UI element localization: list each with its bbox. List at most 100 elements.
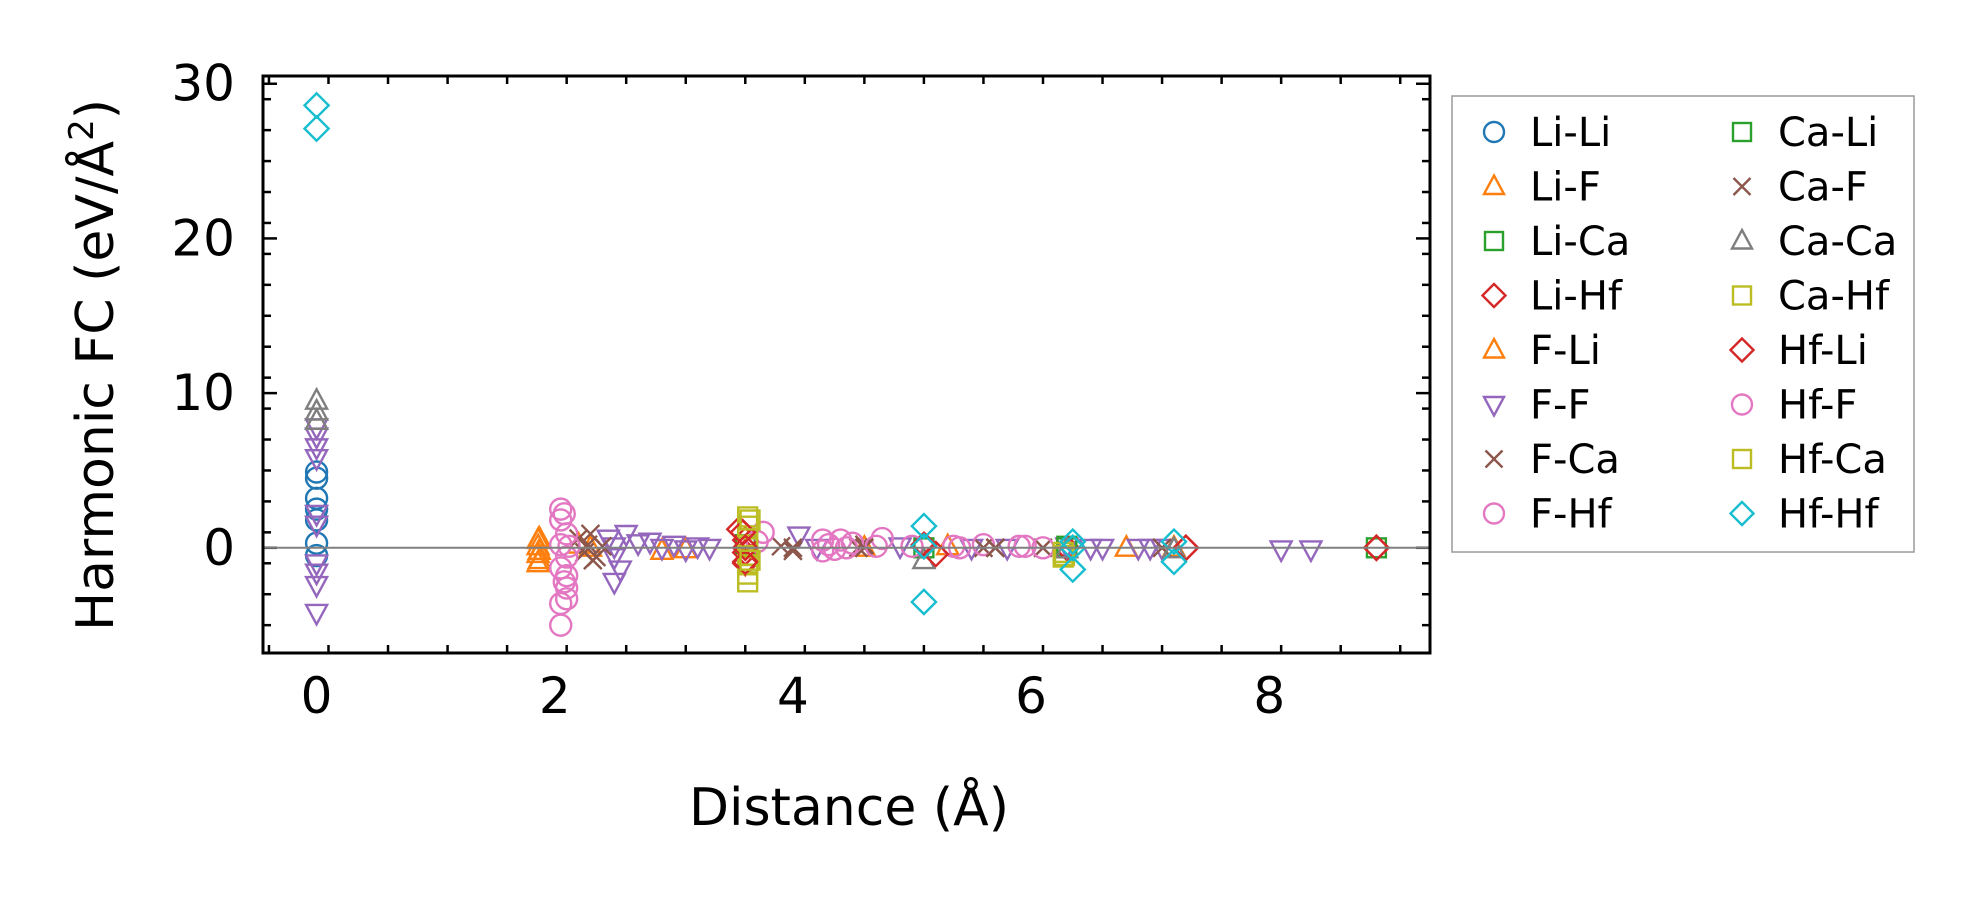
series-f-f bbox=[304, 418, 1324, 627]
data-point bbox=[637, 532, 663, 556]
legend-label: Hf-Hf bbox=[1778, 492, 1879, 538]
legend-marker bbox=[1731, 121, 1753, 143]
data-point bbox=[549, 508, 573, 532]
data-point bbox=[1078, 538, 1104, 562]
data-point bbox=[673, 540, 699, 564]
legend-marker bbox=[1731, 448, 1753, 470]
data-point bbox=[739, 549, 761, 571]
data-point bbox=[304, 515, 330, 539]
data-point bbox=[910, 512, 938, 540]
data-point bbox=[1137, 538, 1163, 562]
data-point bbox=[900, 534, 924, 558]
data-point bbox=[304, 575, 330, 600]
legend-marker bbox=[1482, 502, 1506, 525]
data-point bbox=[625, 534, 651, 558]
y-tick-label: 30 bbox=[171, 55, 235, 113]
data-point bbox=[1298, 540, 1324, 564]
data-point bbox=[304, 603, 330, 627]
plot-frame bbox=[261, 74, 1432, 655]
data-point bbox=[731, 547, 760, 576]
data-point bbox=[554, 587, 579, 611]
legend-entry: Li-Hf bbox=[1480, 274, 1623, 320]
legend: Li-Li Li-F Li-Ca Li-Hf F-Li F-F F-Ca F-Hf Ca-Li C… bbox=[1451, 95, 1915, 553]
data-point bbox=[959, 538, 985, 562]
data-point bbox=[578, 534, 598, 555]
legend-entry: Hf-Li bbox=[1728, 328, 1868, 374]
y-axis-label-main: Harmonic FC (eV/Å bbox=[64, 140, 126, 631]
legend-marker bbox=[1483, 230, 1505, 252]
series-f-hf bbox=[549, 497, 1055, 637]
legend-marker bbox=[1484, 449, 1504, 469]
legend-entry: F-Li bbox=[1481, 328, 1601, 374]
data-point bbox=[304, 531, 329, 555]
data-point bbox=[557, 534, 581, 558]
data-point bbox=[583, 550, 603, 570]
data-point bbox=[1160, 547, 1188, 576]
legend-items: Li-Li Li-F Li-Ca Li-Hf F-Li F-F F-Ca F-Hf Ca-Li C… bbox=[1480, 110, 1897, 538]
tick-labels-layer: 0 2 4 6 8 0 10 20 30 bbox=[171, 55, 1285, 725]
y-tick-label: 0 bbox=[203, 519, 235, 577]
x-tick-label: 4 bbox=[777, 667, 809, 725]
x-tick-label: 6 bbox=[1015, 667, 1047, 725]
legend-marker bbox=[1731, 285, 1753, 306]
data-point bbox=[840, 531, 865, 555]
marks-layer bbox=[302, 91, 1391, 637]
legend-marker bbox=[1481, 172, 1507, 196]
y-tick-label: 10 bbox=[171, 364, 235, 422]
legend-label: Ca-Ca bbox=[1778, 219, 1897, 265]
data-point bbox=[1160, 527, 1188, 556]
data-point bbox=[554, 545, 579, 569]
data-point bbox=[304, 397, 330, 421]
data-point bbox=[607, 560, 633, 584]
legend-marker bbox=[1480, 282, 1508, 309]
legend-marker bbox=[1481, 336, 1507, 359]
legend-entry: F-F bbox=[1481, 383, 1590, 429]
data-point bbox=[1268, 540, 1294, 564]
y-axis-label-close: ) bbox=[66, 99, 126, 119]
data-point bbox=[1007, 534, 1031, 558]
legend-entry: Ca-Li bbox=[1731, 110, 1878, 156]
data-point bbox=[739, 509, 761, 531]
data-point bbox=[549, 533, 573, 557]
legend-entry: F-Hf bbox=[1482, 492, 1613, 538]
data-point bbox=[595, 529, 621, 553]
data-point bbox=[910, 532, 938, 561]
data-point bbox=[304, 460, 329, 484]
y-axis-label: Harmonic FC (eV/Å2) bbox=[62, 99, 126, 631]
legend-label: Li-Hf bbox=[1530, 274, 1623, 320]
legend-marker bbox=[1729, 227, 1755, 250]
legend-entry: Hf-Hf bbox=[1728, 492, 1879, 538]
data-point bbox=[786, 526, 812, 550]
legend-label: Ca-Hf bbox=[1778, 274, 1890, 320]
data-point bbox=[870, 526, 894, 551]
legend-label: F-Hf bbox=[1530, 492, 1613, 538]
data-point bbox=[526, 546, 552, 570]
data-point bbox=[304, 563, 330, 587]
legend-label: F-F bbox=[1530, 383, 1590, 429]
legend-marker bbox=[1730, 393, 1754, 416]
legend-marker bbox=[1728, 500, 1756, 527]
legend-marker bbox=[1482, 120, 1506, 144]
data-point bbox=[816, 533, 841, 557]
data-point bbox=[922, 540, 950, 568]
data-point bbox=[1058, 555, 1087, 584]
data-point bbox=[304, 497, 329, 521]
y-axis-label-superscript: 2 bbox=[62, 119, 102, 141]
legend-entry: Li-Li bbox=[1482, 110, 1611, 156]
x-tick-label: 2 bbox=[539, 667, 571, 725]
legend-entry: Hf-F bbox=[1730, 383, 1857, 429]
data-point bbox=[1362, 534, 1391, 562]
data-point bbox=[864, 534, 888, 558]
data-point bbox=[568, 528, 589, 549]
legend-label: Li-Li bbox=[1530, 110, 1611, 156]
data-point bbox=[910, 588, 938, 616]
data-point bbox=[1058, 534, 1087, 562]
data-point bbox=[549, 613, 573, 637]
data-point bbox=[304, 508, 329, 532]
legend-label: F-Li bbox=[1530, 328, 1601, 374]
legend-label: Hf-Li bbox=[1778, 328, 1868, 374]
data-point bbox=[810, 539, 835, 563]
data-point bbox=[304, 406, 330, 431]
data-point bbox=[649, 538, 675, 562]
